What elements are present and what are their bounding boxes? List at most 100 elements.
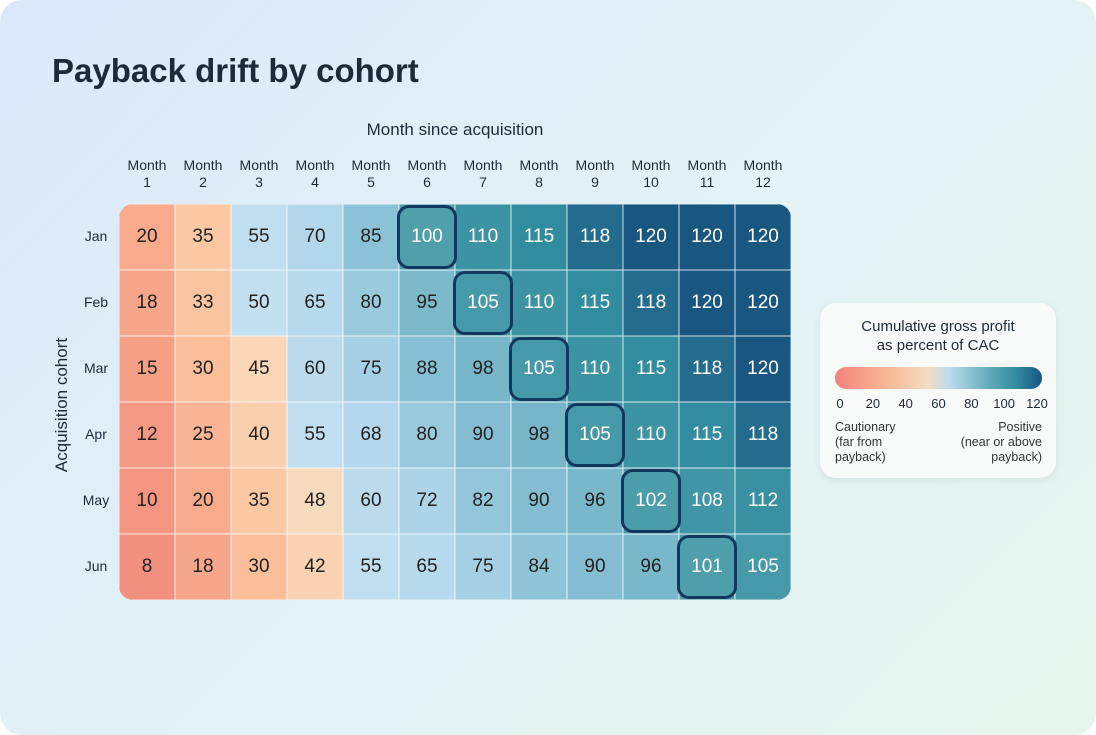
payback-highlight [453, 271, 513, 335]
x-tick-label: Month 10 [631, 157, 671, 190]
legend-tick: 40 [898, 396, 913, 411]
legend-color-bar [835, 367, 1042, 389]
y-tick-label: Feb [83, 294, 109, 310]
heatmap-cell: 30 [231, 534, 287, 600]
payback-highlight [397, 205, 457, 269]
x-tick-label: Month 1 [127, 157, 167, 190]
heatmap-cell: 105 [735, 534, 791, 600]
heatmap-cell: 112 [735, 468, 791, 534]
heatmap-cell: 118 [735, 402, 791, 468]
x-tick-label: Month 11 [687, 157, 727, 190]
heatmap-cell: 18 [175, 534, 231, 600]
heatmap-cell: 30 [175, 336, 231, 402]
heatmap-cell: 10 [119, 468, 175, 534]
heatmap-cell: 115 [567, 270, 623, 336]
x-tick-label: Month 5 [351, 157, 391, 190]
x-tick-label: Month 2 [183, 157, 223, 190]
heatmap-cell: 120 [735, 270, 791, 336]
y-tick-label: May [82, 492, 110, 508]
legend-title: Cumulative gross profit as percent of CA… [861, 318, 1015, 354]
payback-highlight [509, 337, 569, 401]
y-tick-label: Jun [84, 558, 108, 574]
heatmap-cell: 85 [343, 204, 399, 270]
heatmap-cell: 75 [343, 336, 399, 402]
legend-tick: 120 [1026, 396, 1048, 411]
heatmap-cell: 82 [455, 468, 511, 534]
y-axis-title: Acquisition cohort [52, 337, 71, 473]
heatmap-cell: 35 [231, 468, 287, 534]
heatmap-cell: 118 [567, 204, 623, 270]
heatmap-cell: 115 [623, 336, 679, 402]
legend-tick: 100 [993, 396, 1016, 411]
x-tick-label: Month 6 [407, 157, 447, 190]
heatmap-cell: 90 [455, 402, 511, 468]
chart-title: Payback drift by cohort [52, 52, 419, 89]
heatmap-cell: 120 [679, 270, 735, 336]
heatmap-cell: 90 [567, 534, 623, 600]
heatmap-cell: 110 [623, 402, 679, 468]
heatmap-cell: 88 [399, 336, 455, 402]
heatmap-cell: 108 [679, 468, 735, 534]
heatmap-cell: 35 [175, 204, 231, 270]
heatmap-cell: 60 [343, 468, 399, 534]
legend-tick: 60 [931, 396, 946, 411]
heatmap-cell: 70 [287, 204, 343, 270]
heatmap-cell: 42 [287, 534, 343, 600]
heatmap-cell: 115 [679, 402, 735, 468]
heatmap-cell: 84 [511, 534, 567, 600]
x-tick-label: Month 8 [519, 157, 559, 190]
heatmap-cell: 90 [511, 468, 567, 534]
heatmap-cell: 8 [119, 534, 175, 600]
heatmap-cell: 68 [343, 402, 399, 468]
heatmap-cell: 110 [455, 204, 511, 270]
heatmap-cell: 72 [399, 468, 455, 534]
heatmap-cell: 50 [231, 270, 287, 336]
heatmap-cell: 95 [399, 270, 455, 336]
heatmap-cell: 48 [287, 468, 343, 534]
heatmap-cell: 18 [119, 270, 175, 336]
heatmap-cell: 115 [511, 204, 567, 270]
heatmap-cell: 96 [623, 534, 679, 600]
heatmap-cell: 75 [455, 534, 511, 600]
heatmap-cell: 45 [231, 336, 287, 402]
payback-highlight [621, 469, 681, 533]
heatmap-cell: 118 [679, 336, 735, 402]
heatmap-cell: 65 [287, 270, 343, 336]
heatmap-cell: 65 [399, 534, 455, 600]
heatmap-cell: 120 [735, 204, 791, 270]
x-axis-title: Month since acquisition [366, 120, 544, 139]
x-tick-label: Month 3 [239, 157, 279, 190]
heatmap-cell: 120 [623, 204, 679, 270]
heatmap-cell: 120 [679, 204, 735, 270]
legend: Cumulative gross profit as percent of CA… [820, 303, 1056, 478]
heatmap-cell: 96 [567, 468, 623, 534]
y-tick-label: Mar [83, 360, 109, 376]
heatmap-cell: 60 [287, 336, 343, 402]
heatmap-cell: 55 [287, 402, 343, 468]
heatmap-cell: 25 [175, 402, 231, 468]
heatmap-cell: 120 [735, 336, 791, 402]
legend-high-label: Positive (near or above payback) [960, 420, 1042, 464]
x-tick-label: Month 9 [575, 157, 615, 190]
heatmap-cell: 55 [343, 534, 399, 600]
heatmap-cell: 80 [399, 402, 455, 468]
heatmap-cell: 110 [511, 270, 567, 336]
payback-highlight [677, 535, 737, 599]
y-tick-label: Jan [84, 228, 108, 244]
heatmap-cell: 98 [511, 402, 567, 468]
x-tick-label: Month 7 [463, 157, 503, 190]
legend-tick: 80 [964, 396, 979, 411]
x-tick-label: Month 12 [743, 157, 783, 190]
heatmap-cell: 20 [175, 468, 231, 534]
heatmap-cell: 40 [231, 402, 287, 468]
heatmap-cell: 118 [623, 270, 679, 336]
heatmap-cell: 12 [119, 402, 175, 468]
heatmap-cell: 110 [567, 336, 623, 402]
x-tick-label: Month 4 [295, 157, 335, 190]
payback-highlight [565, 403, 625, 467]
legend-low-label: Cautionary (far from payback) [835, 420, 896, 464]
y-tick-label: Apr [85, 426, 107, 442]
heatmap-cell: 80 [343, 270, 399, 336]
heatmap-cell: 20 [119, 204, 175, 270]
heatmap-cell: 15 [119, 336, 175, 402]
